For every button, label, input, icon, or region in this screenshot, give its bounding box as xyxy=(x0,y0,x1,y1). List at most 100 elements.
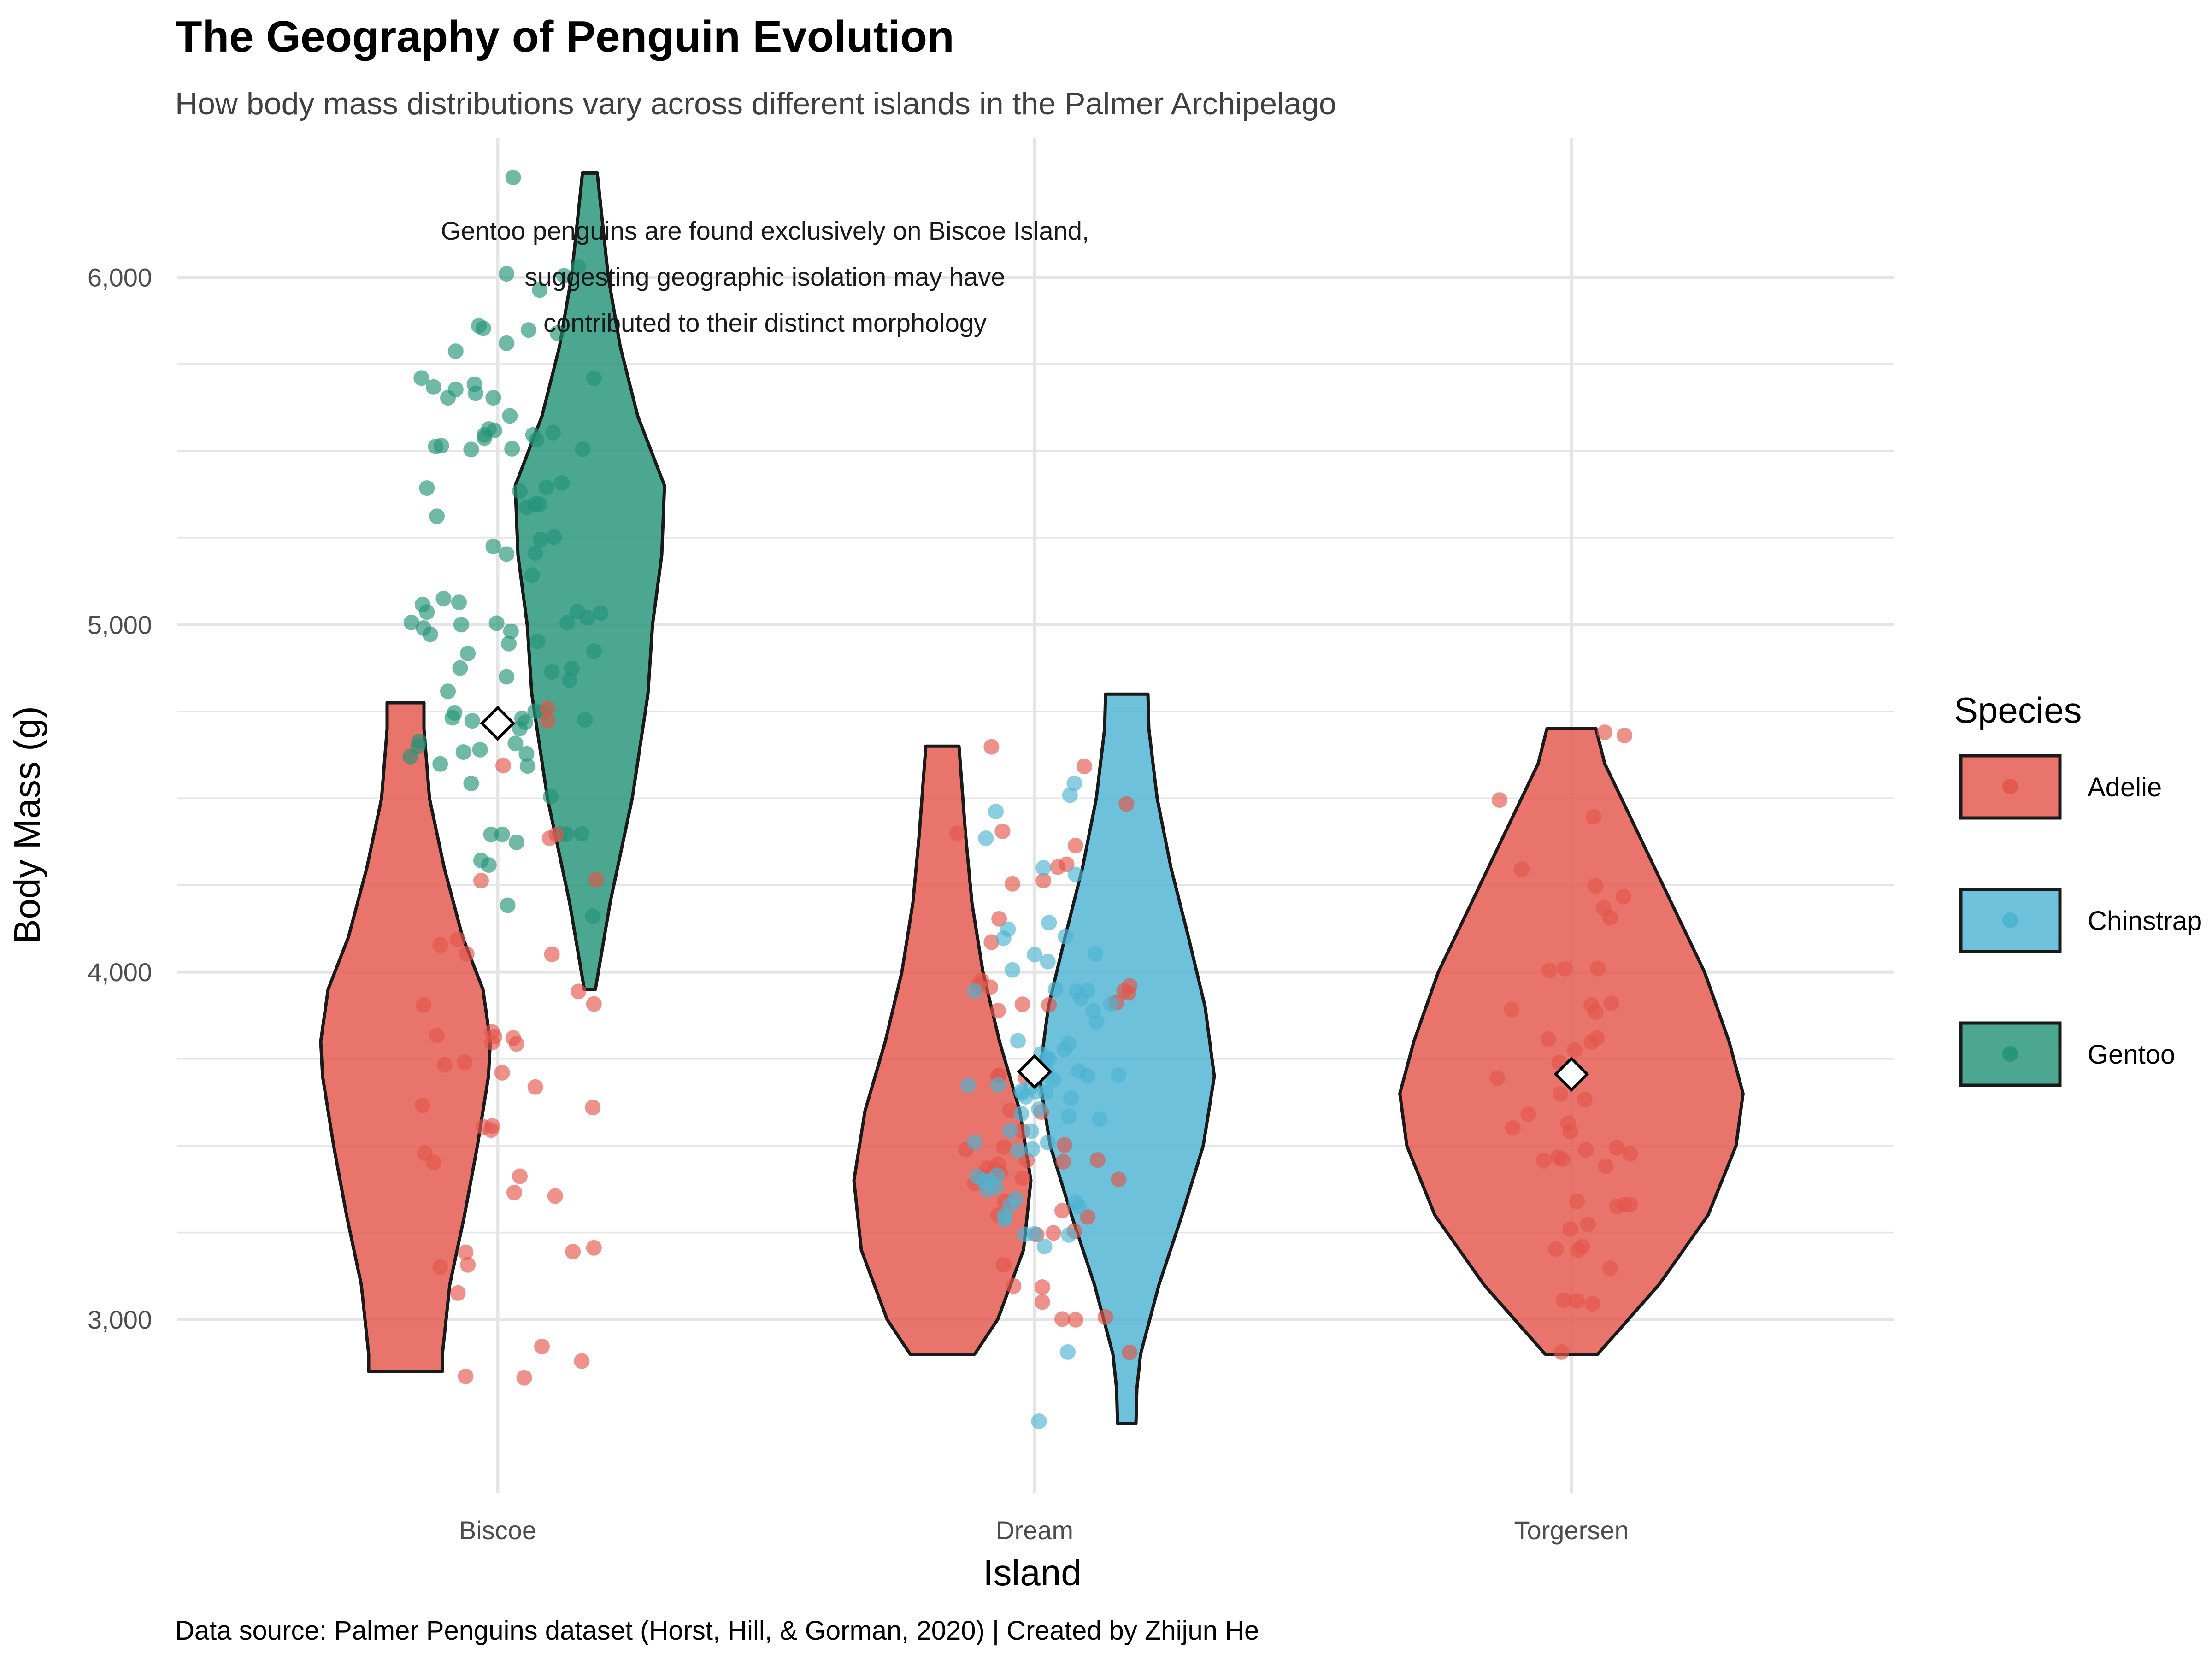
mean-marker-torgersen xyxy=(1553,1056,1589,1092)
point-biscoe-gentoo xyxy=(507,735,524,752)
y-tick-label: 4,000 xyxy=(88,958,152,987)
point-biscoe-gentoo xyxy=(533,531,549,547)
point-torgersen-adelie xyxy=(1622,1146,1638,1162)
point-biscoe-gentoo xyxy=(527,545,543,561)
legend-key-point xyxy=(2002,912,2018,928)
point-biscoe-gentoo xyxy=(586,643,602,659)
point-biscoe-adelie xyxy=(458,1368,474,1384)
point-torgersen-adelie xyxy=(1617,727,1633,743)
point-biscoe-gentoo xyxy=(519,758,535,774)
point-dream-chinstrap xyxy=(988,804,1004,819)
point-biscoe-gentoo xyxy=(432,756,448,772)
point-biscoe-gentoo xyxy=(483,826,499,842)
point-biscoe-adelie xyxy=(527,1079,543,1095)
point-biscoe-gentoo xyxy=(575,441,591,457)
point-dream-chinstrap xyxy=(1000,921,1016,937)
point-dream-chinstrap xyxy=(1013,1106,1030,1122)
point-dream-adelie xyxy=(995,1257,1012,1272)
point-biscoe-adelie xyxy=(540,713,555,729)
point-dream-chinstrap xyxy=(1035,860,1052,876)
legend-entry-gentoo: Gentoo xyxy=(1959,1021,2175,1087)
point-biscoe-gentoo xyxy=(554,475,570,491)
point-dream-chinstrap xyxy=(1066,775,1082,791)
y-tick-label: 3,000 xyxy=(88,1305,152,1334)
point-torgersen-adelie xyxy=(1514,861,1530,877)
point-biscoe-gentoo xyxy=(429,508,445,524)
point-biscoe-gentoo xyxy=(463,441,479,458)
point-biscoe-gentoo xyxy=(502,408,518,424)
point-biscoe-adelie xyxy=(544,946,560,962)
point-biscoe-gentoo xyxy=(499,266,515,282)
point-dream-adelie xyxy=(1034,1294,1050,1310)
point-dream-chinstrap xyxy=(1062,787,1078,803)
point-dream-chinstrap xyxy=(1027,947,1042,963)
point-dream-adelie xyxy=(983,739,1000,755)
point-torgersen-adelie xyxy=(1590,960,1606,977)
chart-subtitle: How body mass distributions vary across … xyxy=(175,86,1336,121)
point-biscoe-adelie xyxy=(574,1353,590,1369)
point-torgersen-adelie xyxy=(1589,1030,1605,1046)
point-biscoe-adelie xyxy=(432,937,448,953)
point-biscoe-gentoo xyxy=(494,826,510,842)
point-biscoe-gentoo xyxy=(505,170,521,186)
point-biscoe-gentoo xyxy=(544,664,560,680)
annotation-line-3: contributed to their distinct morphology xyxy=(543,308,987,337)
point-torgersen-adelie xyxy=(1505,1120,1521,1136)
point-biscoe-gentoo xyxy=(499,335,515,351)
point-dream-chinstrap xyxy=(990,1077,1006,1093)
legend-entry-chinstrap: Chinstrap xyxy=(1959,888,2202,953)
point-dream-chinstrap xyxy=(1056,1041,1072,1058)
point-dream-chinstrap xyxy=(969,1169,985,1185)
point-torgersen-adelie xyxy=(1556,1292,1572,1308)
point-biscoe-gentoo xyxy=(501,635,517,652)
point-dream-adelie xyxy=(1067,837,1083,853)
mean-marker-biscoe xyxy=(480,706,516,741)
point-biscoe-adelie xyxy=(585,1100,601,1116)
point-biscoe-gentoo xyxy=(447,343,464,359)
point-biscoe-adelie xyxy=(432,1259,448,1275)
point-biscoe-adelie xyxy=(429,1028,445,1044)
point-dream-chinstrap xyxy=(1061,1108,1077,1124)
point-biscoe-adelie xyxy=(586,996,602,1012)
y-axis: 3,000 4,000 5,000 6,000 xyxy=(88,263,152,1335)
point-dream-adelie xyxy=(990,1002,1006,1018)
point-biscoe-gentoo xyxy=(425,379,441,395)
point-torgersen-adelie xyxy=(1560,1115,1576,1131)
point-biscoe-gentoo xyxy=(475,320,491,336)
point-torgersen-adelie xyxy=(1622,1196,1638,1212)
point-torgersen-adelie xyxy=(1489,1070,1506,1086)
point-dream-chinstrap xyxy=(1031,1413,1047,1429)
point-torgersen-adelie xyxy=(1492,792,1507,808)
point-dream-adelie xyxy=(1055,1153,1071,1170)
point-biscoe-gentoo xyxy=(485,390,501,406)
y-axis-title: Body Mass (g) xyxy=(6,706,47,944)
point-biscoe-adelie xyxy=(571,983,587,1000)
y-tick-label: 5,000 xyxy=(88,610,152,639)
x-axis-title: Island xyxy=(983,1552,1081,1593)
point-biscoe-gentoo xyxy=(452,660,468,676)
point-dream-chinstrap xyxy=(967,1134,983,1150)
point-biscoe-adelie xyxy=(414,1097,430,1113)
point-biscoe-adelie xyxy=(436,1057,453,1073)
point-torgersen-adelie xyxy=(1584,1296,1600,1312)
point-dream-chinstrap xyxy=(1040,953,1056,970)
point-dream-adelie xyxy=(1089,1152,1106,1168)
point-torgersen-adelie xyxy=(1541,962,1557,978)
point-dream-adelie xyxy=(949,825,965,841)
point-dream-chinstrap xyxy=(1010,1142,1026,1159)
point-biscoe-gentoo xyxy=(499,546,515,562)
jitter-points xyxy=(402,170,1638,1429)
point-torgersen-adelie xyxy=(1586,809,1601,825)
point-biscoe-adelie xyxy=(588,871,604,888)
point-dream-chinstrap xyxy=(1067,1194,1083,1210)
point-biscoe-gentoo xyxy=(538,479,554,495)
point-dream-adelie xyxy=(1045,1225,1061,1241)
point-torgersen-adelie xyxy=(1609,1140,1625,1156)
y-tick-label: 6,000 xyxy=(88,263,152,292)
point-dream-adelie xyxy=(1116,982,1132,999)
point-torgersen-adelie xyxy=(1597,724,1612,741)
point-torgersen-adelie xyxy=(1578,1142,1594,1158)
legend-entry-adelie: Adelie xyxy=(1959,754,2162,820)
point-biscoe-gentoo xyxy=(472,741,488,758)
